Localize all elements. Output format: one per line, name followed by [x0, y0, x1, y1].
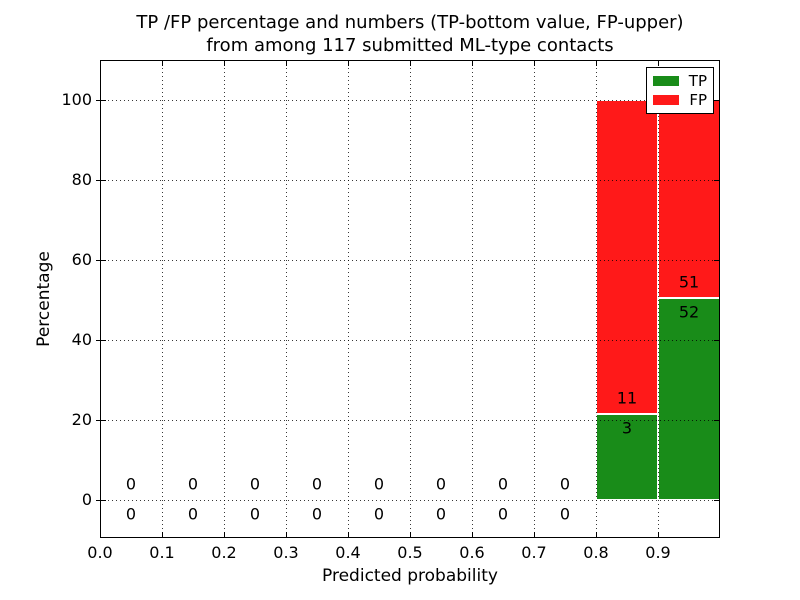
x-tick-mark-top: [162, 60, 163, 66]
fp-count-label: 0: [373, 474, 385, 494]
chart-title-line2: from among 117 submitted ML-type contact…: [206, 35, 614, 56]
fp-count-label: 0: [435, 474, 447, 494]
tp-count-label: 0: [435, 504, 447, 524]
x-tick-mark-top: [410, 60, 411, 66]
v-gridline: [224, 60, 225, 538]
x-tick-label: 0.2: [211, 543, 237, 562]
y-tick-mark-right: [714, 420, 720, 421]
fp-count-label: 0: [249, 474, 261, 494]
v-gridline: [162, 60, 163, 538]
tp-count-label: 3: [621, 418, 633, 438]
x-tick-mark-top: [534, 60, 535, 66]
v-gridline: [410, 60, 411, 538]
tp-count-label: 0: [249, 504, 261, 524]
x-tick-label: 0.4: [335, 543, 361, 562]
chart-title-line1: TP /FP percentage and numbers (TP-bottom…: [136, 12, 684, 33]
plot-area: 0 0 0 0 0 0 0 0 0 0 0 0 0 0 0 0 11 3 51 52 TP FP: [96, 60, 720, 538]
v-gridline: [534, 60, 535, 538]
y-tick-label: 80: [71, 170, 92, 189]
tp-count-label: 0: [373, 504, 385, 524]
y-tick-mark: [96, 500, 106, 501]
x-tick-mark: [348, 532, 349, 538]
y-tick-label: 0: [81, 490, 92, 509]
y-tick-mark-right: [714, 260, 720, 261]
y-tick-mark-right: [714, 100, 720, 101]
v-gridline: [658, 60, 659, 538]
v-gridline: [286, 60, 287, 538]
legend-item-fp: FP: [653, 92, 707, 108]
v-gridline: [596, 60, 597, 538]
x-tick-mark: [162, 532, 163, 538]
x-tick-label: 0.1: [149, 543, 175, 562]
y-tick-mark-right: [714, 500, 720, 501]
y-tick-mark: [96, 420, 106, 421]
y-tick-mark-right: [714, 180, 720, 181]
chart-title: TP /FP percentage and numbers (TP-bottom…: [100, 11, 720, 57]
tp-count-label: 0: [187, 504, 199, 524]
fp-count-label: 51: [678, 272, 700, 292]
x-tick-label: 0.6: [459, 543, 485, 562]
x-tick-mark-top: [348, 60, 349, 66]
x-tick-mark-top: [100, 60, 101, 66]
x-tick-mark: [224, 532, 225, 538]
fp-count-label: 11: [616, 388, 638, 408]
legend-label-fp: FP: [689, 91, 707, 109]
x-tick-mark: [534, 532, 535, 538]
x-tick-mark-top: [472, 60, 473, 66]
x-tick-label: 0.7: [521, 543, 547, 562]
y-tick-mark: [96, 340, 106, 341]
y-tick-mark: [96, 180, 106, 181]
fp-count-label: 0: [497, 474, 509, 494]
y-tick-mark: [96, 100, 106, 101]
bar-fp-segment: [658, 100, 720, 299]
x-tick-label: 0.5: [397, 543, 423, 562]
y-tick-label: 40: [71, 330, 92, 349]
x-tick-mark: [286, 532, 287, 538]
fp-count-label: 0: [559, 474, 571, 494]
x-tick-mark-top: [286, 60, 287, 66]
x-tick-mark: [658, 532, 659, 538]
y-tick-mark: [96, 260, 106, 261]
x-tick-label: 0.8: [583, 543, 609, 562]
legend-item-tp: TP: [653, 73, 707, 89]
x-tick-mark-top: [596, 60, 597, 66]
legend-box: TP FP: [646, 67, 714, 114]
x-tick-mark: [410, 532, 411, 538]
tp-count-label: 0: [125, 504, 137, 524]
v-gridline: [348, 60, 349, 538]
tp-count-label: 0: [559, 504, 571, 524]
x-tick-mark: [472, 532, 473, 538]
x-tick-label: 0.9: [645, 543, 671, 562]
bar-fp-segment: [596, 100, 658, 415]
x-tick-label: 0.3: [273, 543, 299, 562]
tp-count-label: 0: [311, 504, 323, 524]
y-tick-label: 60: [71, 250, 92, 269]
y-tick-mark-right: [714, 340, 720, 341]
legend-swatch-fp: [653, 95, 679, 105]
tp-count-label: 0: [497, 504, 509, 524]
y-tick-label: 20: [71, 410, 92, 429]
tp-count-label: 52: [678, 302, 700, 322]
fp-count-label: 0: [125, 474, 137, 494]
x-tick-mark-top: [224, 60, 225, 66]
x-tick-label: 0.0: [87, 543, 113, 562]
x-axis-label: Predicted probability: [322, 566, 498, 586]
y-tick-label: 100: [61, 90, 92, 109]
v-gridline: [472, 60, 473, 538]
bar-tp-segment: [658, 298, 720, 500]
x-tick-mark: [100, 532, 101, 538]
fp-count-label: 0: [187, 474, 199, 494]
x-tick-mark: [596, 532, 597, 538]
legend-swatch-tp: [653, 76, 679, 86]
x-tick-mark-top: [658, 60, 659, 66]
legend-label-tp: TP: [688, 72, 707, 90]
fp-count-label: 0: [311, 474, 323, 494]
